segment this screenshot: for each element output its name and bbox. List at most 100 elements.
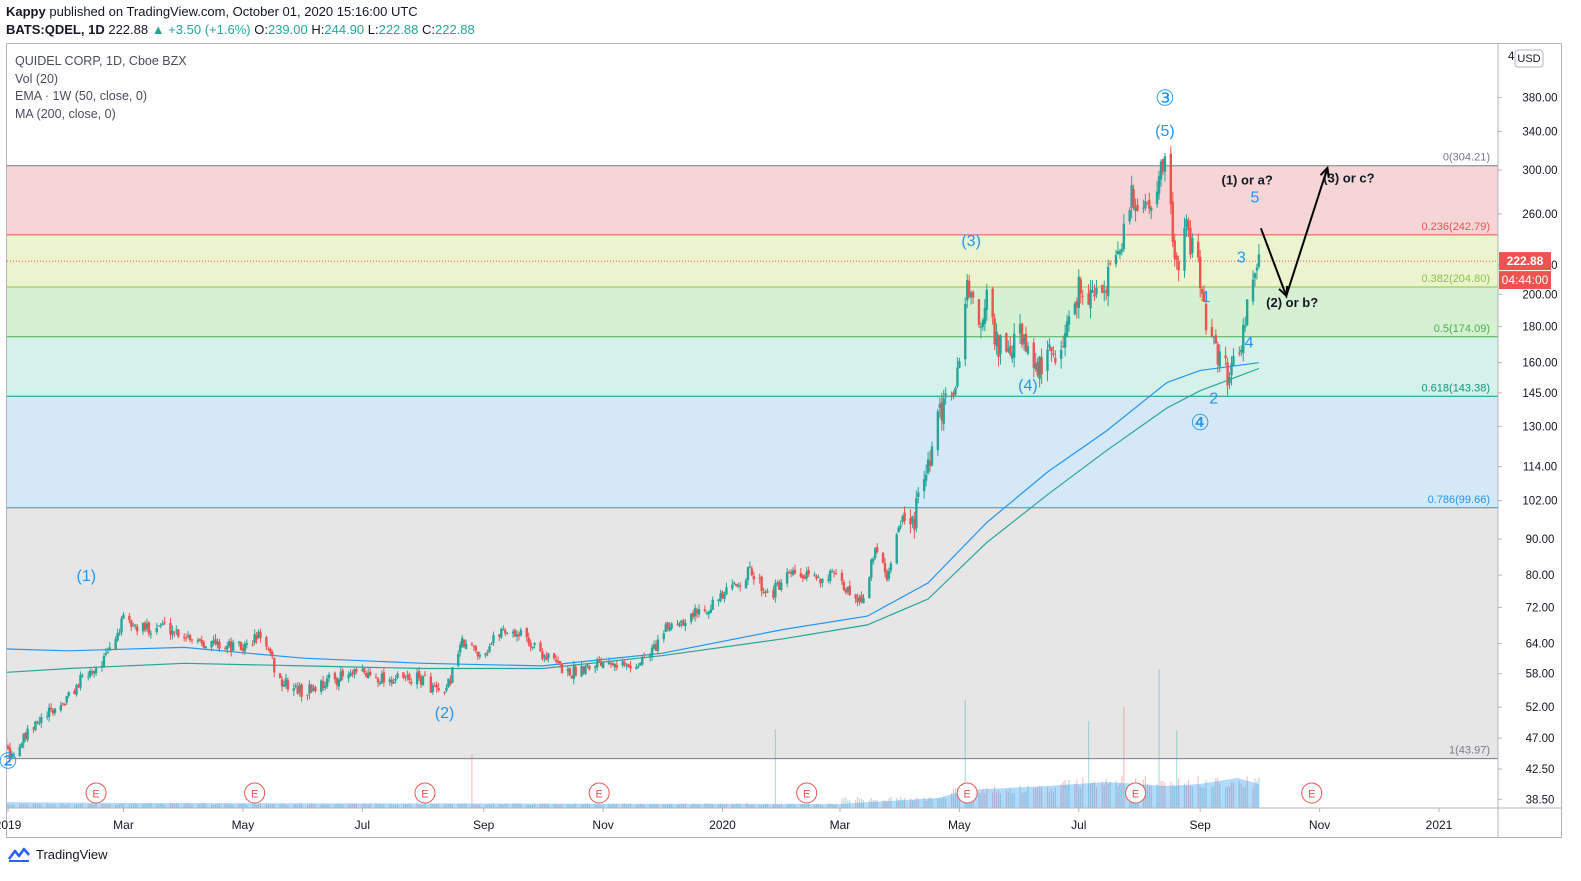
candle-body — [175, 629, 178, 631]
candle-body — [1238, 352, 1241, 354]
volume-bar — [1089, 783, 1092, 808]
candle-body — [388, 679, 391, 682]
candle-body — [128, 616, 131, 621]
volume-bar — [5, 805, 6, 808]
volume-bar — [1232, 782, 1235, 808]
volume-bar — [690, 804, 692, 808]
volume-bar — [502, 804, 504, 808]
candle-body — [985, 289, 988, 311]
volume-bar — [216, 804, 219, 808]
candle-body — [791, 570, 795, 575]
candle-body — [848, 585, 851, 596]
legend-volume[interactable]: Vol (20) — [15, 71, 59, 86]
volume-bar — [430, 803, 432, 808]
candle-body — [505, 633, 509, 635]
candle-body — [801, 575, 804, 579]
candle-body — [1202, 292, 1206, 301]
candle-body — [402, 672, 405, 678]
volume-bar — [557, 804, 559, 808]
volume-bar — [624, 803, 626, 808]
chart-frame[interactable] — [6, 43, 1562, 838]
volume-bar — [38, 804, 40, 808]
volume-bar — [297, 804, 299, 808]
time-tick-label: 2019 — [0, 818, 22, 832]
volume-bar — [310, 803, 313, 808]
candle-body — [1132, 189, 1135, 208]
volume-bar — [150, 803, 152, 808]
candle-body — [87, 676, 90, 678]
volume-bar — [164, 804, 166, 808]
candle-body — [323, 685, 327, 688]
volume-bar — [1183, 783, 1186, 808]
volume-bar — [1160, 780, 1162, 808]
candle-body — [378, 682, 382, 685]
volume-bar — [273, 804, 275, 808]
volume-bar — [1164, 782, 1166, 808]
candle-body — [897, 527, 900, 533]
publisher-name[interactable]: Kappy — [6, 4, 46, 19]
candle-body — [1095, 287, 1098, 295]
candle-body — [241, 648, 245, 651]
volume-bar — [120, 803, 123, 808]
volume-bar — [293, 804, 295, 808]
volume-bar — [997, 790, 1000, 808]
volume-bar — [406, 804, 408, 808]
candle-body — [366, 672, 370, 679]
candle-body — [1116, 251, 1120, 255]
candle-body — [308, 684, 311, 694]
candle-body — [1187, 220, 1190, 231]
time-tick-label: Mar — [830, 818, 851, 832]
volume-bar — [158, 804, 160, 808]
volume-bar — [254, 803, 256, 808]
candle-body — [321, 681, 325, 689]
volume-bar — [383, 804, 385, 808]
volume-bar — [845, 797, 847, 808]
volume-bar — [735, 803, 737, 808]
candle-body — [868, 577, 871, 598]
candle-body — [1224, 355, 1227, 359]
candle-body — [1052, 353, 1055, 355]
volume-bar — [821, 804, 823, 808]
candle-body — [406, 675, 409, 677]
candle-body — [725, 587, 728, 595]
candle-body — [774, 582, 777, 598]
candle-body — [12, 754, 16, 756]
candle-body — [280, 679, 284, 687]
candle-body — [1093, 294, 1096, 297]
candle-body — [492, 634, 495, 644]
volume-bar — [982, 788, 984, 808]
volume-bar — [473, 804, 475, 808]
candle-body — [785, 572, 789, 584]
volume-bar — [314, 804, 316, 808]
volume-bar — [637, 804, 639, 808]
volume-bar — [485, 804, 487, 808]
legend-ma[interactable]: MA (200, close, 0) — [15, 106, 116, 121]
legend-main-series[interactable]: QUIDEL CORP, 1D, Cboe BZX — [15, 54, 187, 68]
price-tick-label: 145.00 — [1522, 388, 1557, 400]
candle-body — [390, 679, 393, 684]
candle-body — [650, 647, 654, 656]
volume-bar — [903, 798, 906, 808]
volume-bar — [806, 804, 808, 808]
volume-bar — [651, 804, 653, 808]
wave-label: 4 — [1245, 335, 1254, 352]
volume-bar — [308, 803, 311, 808]
volume-bar — [575, 803, 577, 808]
volume-bar — [710, 803, 712, 808]
candle-body — [1128, 210, 1131, 222]
volume-bar — [610, 804, 612, 808]
legend-ema[interactable]: EMA · 1W (50, close, 0) — [15, 89, 147, 103]
volume-bar — [665, 804, 667, 808]
candle-body — [950, 395, 953, 397]
candle-body — [981, 320, 985, 328]
volume-bar — [547, 804, 549, 808]
volume-bar — [731, 803, 733, 808]
footer-brand[interactable]: TradingView — [8, 846, 108, 862]
candle-body — [1077, 276, 1081, 308]
candle-body — [776, 582, 779, 584]
candle-body — [1197, 241, 1200, 258]
volume-bar — [393, 804, 395, 808]
volume-bar — [941, 799, 943, 808]
candle-body — [134, 624, 137, 626]
